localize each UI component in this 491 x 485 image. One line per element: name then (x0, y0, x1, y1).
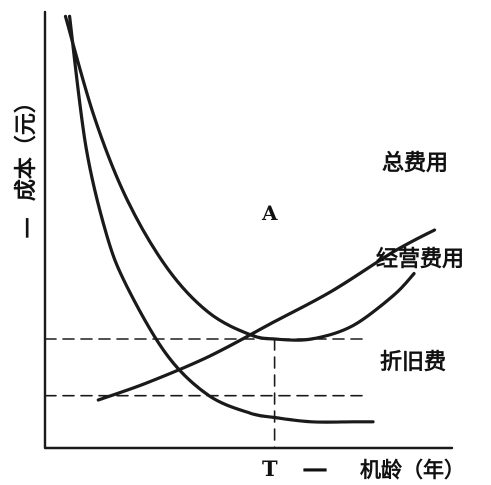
x-axis-prefix: — (302, 454, 328, 484)
curve-total-cost (63, 14, 416, 342)
x-axis-label: 机龄（年） (360, 457, 465, 482)
annotation-t: T (262, 456, 278, 481)
curves (63, 14, 437, 424)
axes (43, 10, 454, 450)
svg-text:— 成本（元）: — 成本（元） (13, 91, 39, 239)
labels: — 成本（元） — 机龄（年） A T 总费用 经营费用 折旧费 (13, 91, 465, 484)
series-label-operating: 经营费用 (376, 246, 464, 272)
y-axis-label: 成本（元） (13, 91, 39, 201)
curve-operating-cost (96, 228, 437, 402)
series-label-total: 总费用 (382, 150, 448, 176)
y-axis-prefix: — (13, 217, 39, 239)
y-axis-title: — 成本（元） (13, 91, 39, 239)
series-label-depreciation: 折旧费 (380, 349, 446, 375)
annotation-a: A (261, 201, 278, 225)
axes-frame (43, 10, 454, 450)
curve-depreciation (68, 14, 375, 424)
